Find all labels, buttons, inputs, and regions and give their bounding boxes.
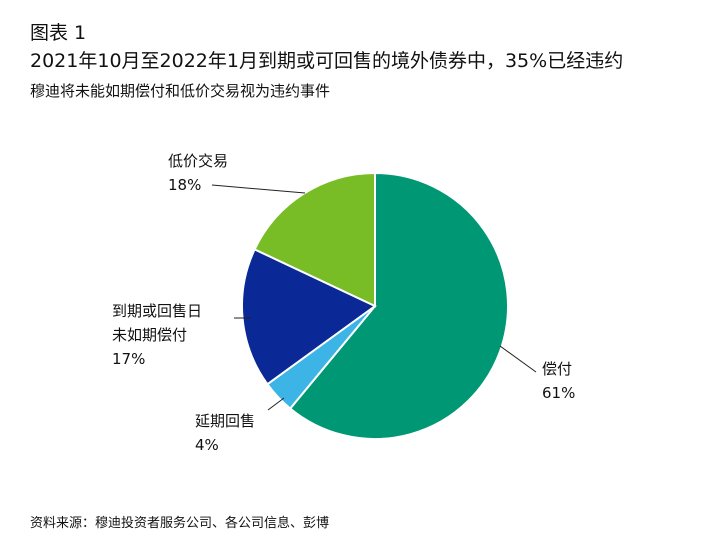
slice-value-label: 4% <box>195 436 219 454</box>
chart-subtitle: 穆迪将未能如期偿付和低价交易视为违约事件 <box>30 82 331 100</box>
pie-slice <box>253 171 376 308</box>
figure-label: 图表 1 <box>30 22 87 44</box>
source-note: 资料来源：穆迪投资者服务公司、各公司信息、彭博 <box>30 516 330 531</box>
slice-value-label: 18% <box>168 176 201 194</box>
pie-slice <box>241 248 377 386</box>
slice-label: 到期或回售日 <box>112 302 202 320</box>
slice-label: 延期回售 <box>195 412 255 430</box>
slice-value-label: 61% <box>542 384 575 402</box>
chart-title: 2021年10月至2022年1月到期或可回售的境外债券中，35%已经违约 <box>30 50 624 72</box>
slice-value-label: 17% <box>112 350 145 368</box>
leader-line <box>211 184 306 194</box>
pie-slice <box>288 171 509 440</box>
leader-line <box>499 345 537 373</box>
slice-label: 偿付 <box>542 360 572 378</box>
slice-label: 未如期偿付 <box>112 326 187 344</box>
leader-line <box>267 397 285 411</box>
slice-label: 低价交易 <box>168 152 228 170</box>
